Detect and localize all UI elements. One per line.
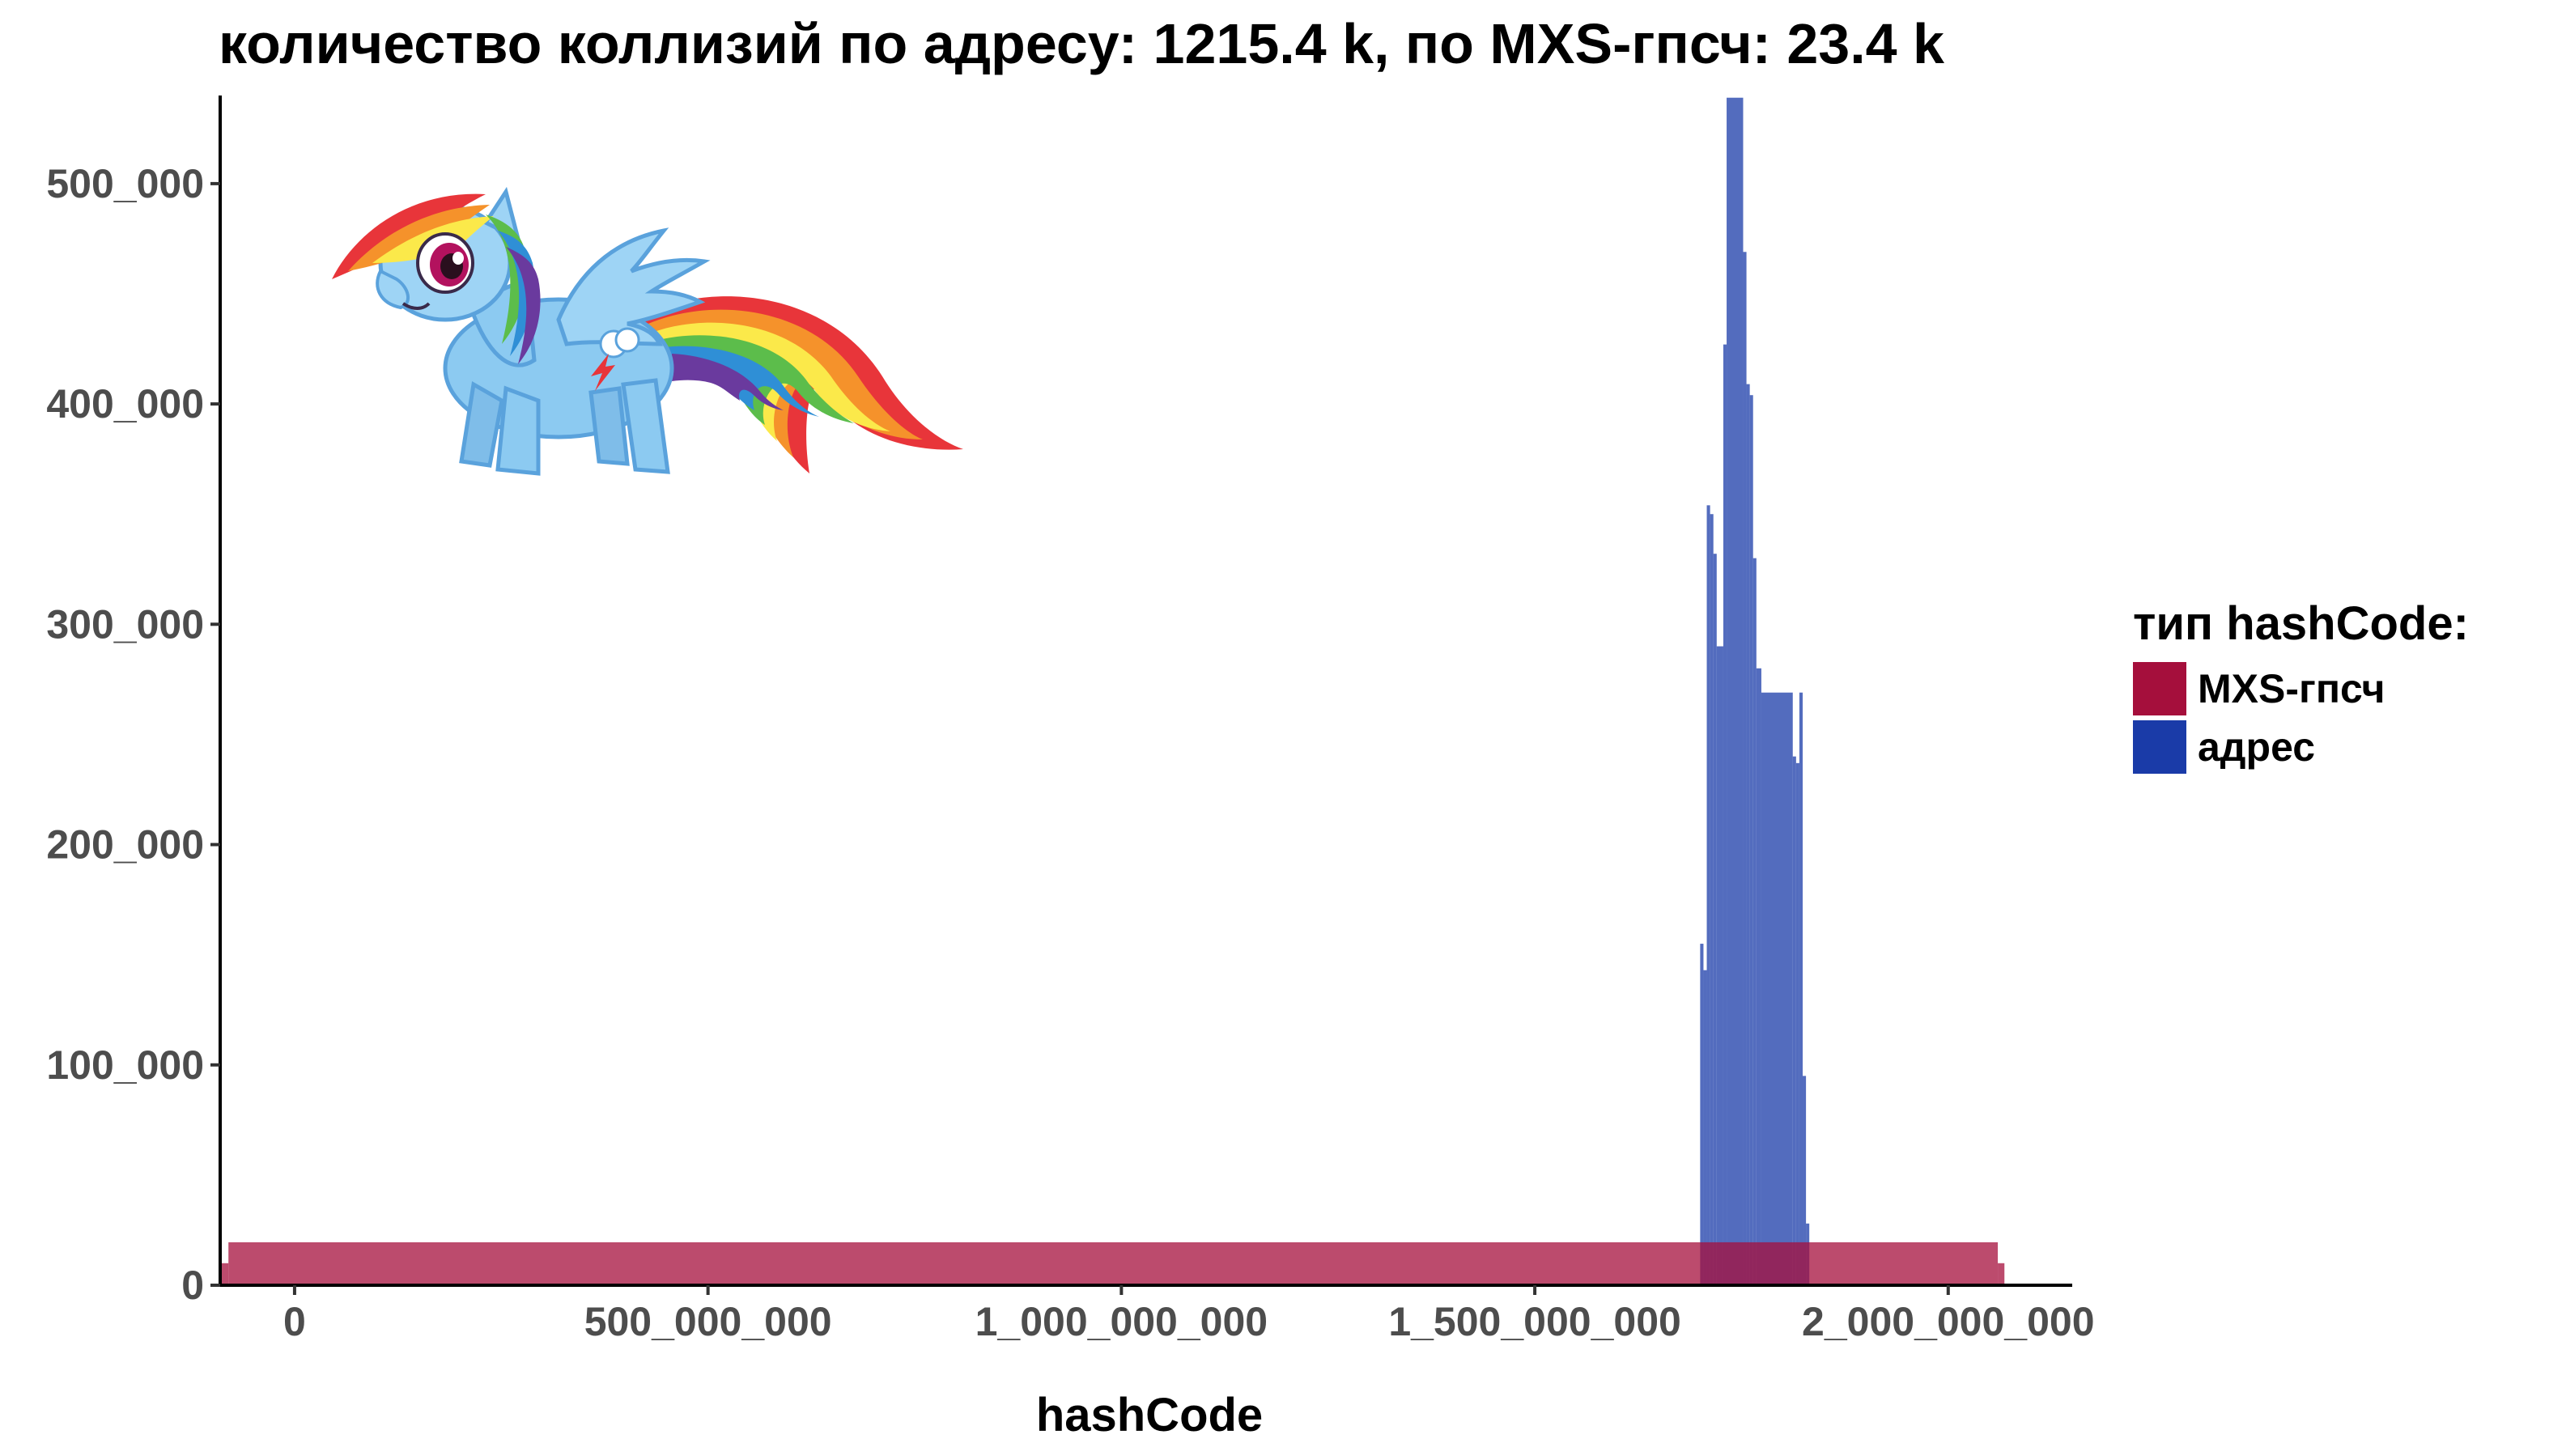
y-tick-label: 200_000 xyxy=(46,822,204,868)
histogram-bar xyxy=(1756,668,1761,1285)
x-tick-label: 500_000_000 xyxy=(584,1299,832,1344)
histogram-bar xyxy=(220,1263,229,1285)
histogram-bar xyxy=(1761,692,1793,1285)
chart-title: количество коллизий по адресу: 1215.4 k,… xyxy=(219,12,1944,75)
histogram-bar xyxy=(1723,344,1727,1286)
histogram-bar xyxy=(1998,1263,2005,1285)
y-tick-label: 100_000 xyxy=(46,1042,204,1088)
histogram-bar xyxy=(1716,646,1723,1285)
histogram-bar xyxy=(1803,1076,1807,1285)
histogram-bar xyxy=(1795,762,1799,1285)
x-axis-title: hashCode xyxy=(1036,1389,1263,1441)
y-tick-label: 500_000 xyxy=(46,161,204,206)
histogram-bar xyxy=(228,1242,1999,1285)
pony-image xyxy=(332,186,963,476)
histogram-bar xyxy=(1727,97,1744,1286)
x-tick-label: 2_000_000_000 xyxy=(1802,1299,2095,1344)
x-tick-label: 1_500_000_000 xyxy=(1388,1299,1681,1344)
histogram-bar xyxy=(1792,756,1796,1285)
histogram-bar xyxy=(1799,692,1803,1285)
series-mxs xyxy=(220,1242,2005,1285)
histogram-bar xyxy=(1752,558,1757,1285)
plot-area xyxy=(220,97,2005,1286)
histogram-bar xyxy=(1713,554,1717,1285)
pony-cutie-mark xyxy=(591,327,640,391)
legend-swatch xyxy=(2133,720,2186,774)
legend-label: MXS-гпсч xyxy=(2198,666,2385,711)
pony-tail xyxy=(631,296,963,473)
histogram-bar xyxy=(1706,505,1710,1285)
histogram-bar xyxy=(1703,970,1707,1285)
histogram-bar xyxy=(1700,944,1704,1285)
histogram-bar xyxy=(1710,514,1714,1285)
y-tick-label: 0 xyxy=(181,1263,204,1308)
series-address xyxy=(1700,97,1810,1286)
axes: 0 100_000 200_000 300_000 400_000 500_000 0 500… xyxy=(46,96,2095,1344)
legend-swatch xyxy=(2133,662,2186,715)
histogram-bar xyxy=(1743,252,1747,1285)
histogram-bar xyxy=(1746,384,1750,1286)
x-tick-label: 1_000_000_000 xyxy=(975,1299,1268,1344)
legend-title: тип hashCode: xyxy=(2133,597,2469,650)
y-tick-label: 300_000 xyxy=(46,601,204,647)
legend: тип hashCode: MXS-гпсч адрес xyxy=(2133,597,2469,774)
pony-wing xyxy=(556,227,711,346)
histogram-bar xyxy=(1749,395,1753,1286)
pony-mane xyxy=(332,193,541,364)
x-tick-label: 0 xyxy=(283,1299,306,1344)
legend-label: адрес xyxy=(2198,724,2315,770)
y-tick-label: 400_000 xyxy=(46,381,204,427)
